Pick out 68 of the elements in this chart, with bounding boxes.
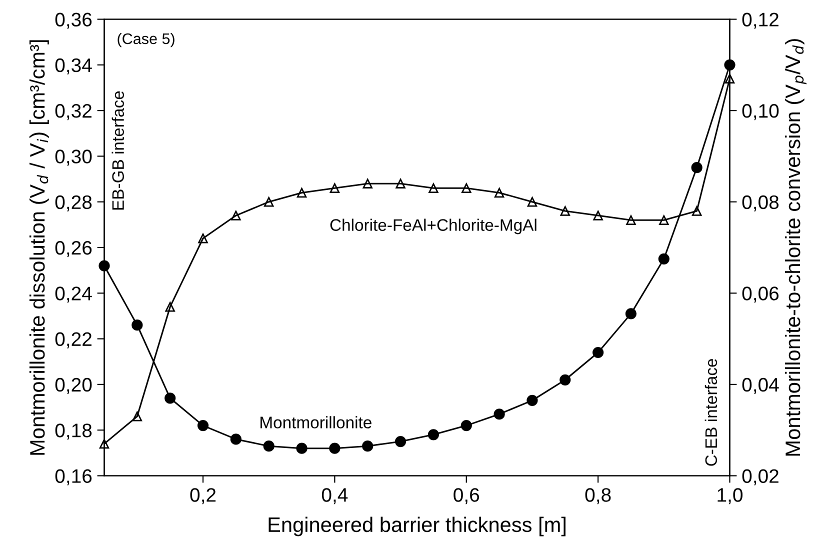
point	[658, 253, 670, 264]
point	[198, 234, 208, 244]
y-tick-label: 0,18	[55, 424, 92, 440]
point	[231, 210, 241, 220]
x-tick-label: 1,0	[718, 488, 743, 504]
y-tick-label: 0,30	[55, 150, 92, 166]
annotation: C-EB interface	[704, 358, 718, 466]
series-label: Chlorite-FeAl+Chlorite-MgAl	[330, 218, 536, 234]
point	[593, 210, 603, 220]
annotation: (Case 5)	[118, 32, 174, 48]
point	[494, 408, 505, 420]
y2-tick-label: 0,10	[742, 104, 779, 120]
point	[626, 215, 636, 225]
point	[230, 434, 242, 445]
point	[132, 320, 143, 331]
point	[165, 302, 175, 312]
x-tick-label: 0,8	[585, 488, 611, 504]
y-tick-label: 0,24	[55, 286, 92, 303]
y-tick-label: 0,26	[55, 240, 92, 258]
point	[396, 178, 406, 188]
point	[428, 183, 438, 194]
point	[99, 438, 110, 449]
point	[527, 196, 538, 207]
point	[691, 162, 702, 174]
point	[394, 436, 406, 448]
y-tick-label: 0,16	[55, 469, 92, 486]
point	[296, 188, 307, 198]
series-label: Montmorillonite	[260, 416, 372, 428]
point	[330, 183, 340, 194]
point	[132, 412, 142, 422]
point	[296, 442, 308, 454]
point	[329, 442, 340, 454]
y2-tick-label: 0,12	[742, 12, 778, 29]
point	[462, 183, 472, 194]
annotation: EB-GB interface	[112, 91, 124, 210]
point	[526, 394, 538, 406]
point	[659, 215, 669, 225]
y2-tick-label: 0,08	[742, 195, 779, 212]
x-axis-title: Engineered barrier thickness [m]	[268, 516, 566, 536]
point	[164, 392, 176, 404]
point	[362, 178, 372, 188]
y-axis-title: Montmorillonite dissolution (V$_{d}$ / V$_{i}$) [cm³/cm³]	[29, 40, 49, 455]
point	[362, 440, 374, 452]
y2-tick-label: 0,02	[742, 469, 778, 486]
point	[428, 429, 440, 440]
x-tick-label: 0,2	[190, 488, 216, 504]
y-tick-label: 0,20	[55, 378, 92, 394]
y2-tick-label: 0,06	[742, 286, 779, 303]
point	[460, 420, 472, 432]
y2-axis-title: Montmorillonite-to-chlorite conversion (V$_{p}$/V$_{d}$)	[784, 39, 806, 456]
y-tick-label: 0,22	[55, 332, 92, 348]
point	[263, 440, 274, 452]
y-tick-label: 0,36	[55, 12, 92, 29]
point	[560, 206, 570, 216]
x-tick-label: 0,6	[454, 488, 480, 504]
y-tick-label: 0,34	[55, 58, 92, 74]
y-tick-label: 0,32	[55, 104, 92, 120]
y2-tick-label: 0,04	[742, 378, 779, 394]
point	[625, 308, 637, 320]
point	[197, 420, 209, 432]
point	[560, 374, 571, 386]
x-tick-label: 0,4	[322, 488, 348, 504]
point	[592, 346, 604, 358]
point	[264, 196, 274, 207]
point	[724, 74, 735, 84]
point	[692, 206, 702, 216]
point	[494, 188, 504, 198]
y-tick-label: 0,28	[55, 195, 92, 212]
